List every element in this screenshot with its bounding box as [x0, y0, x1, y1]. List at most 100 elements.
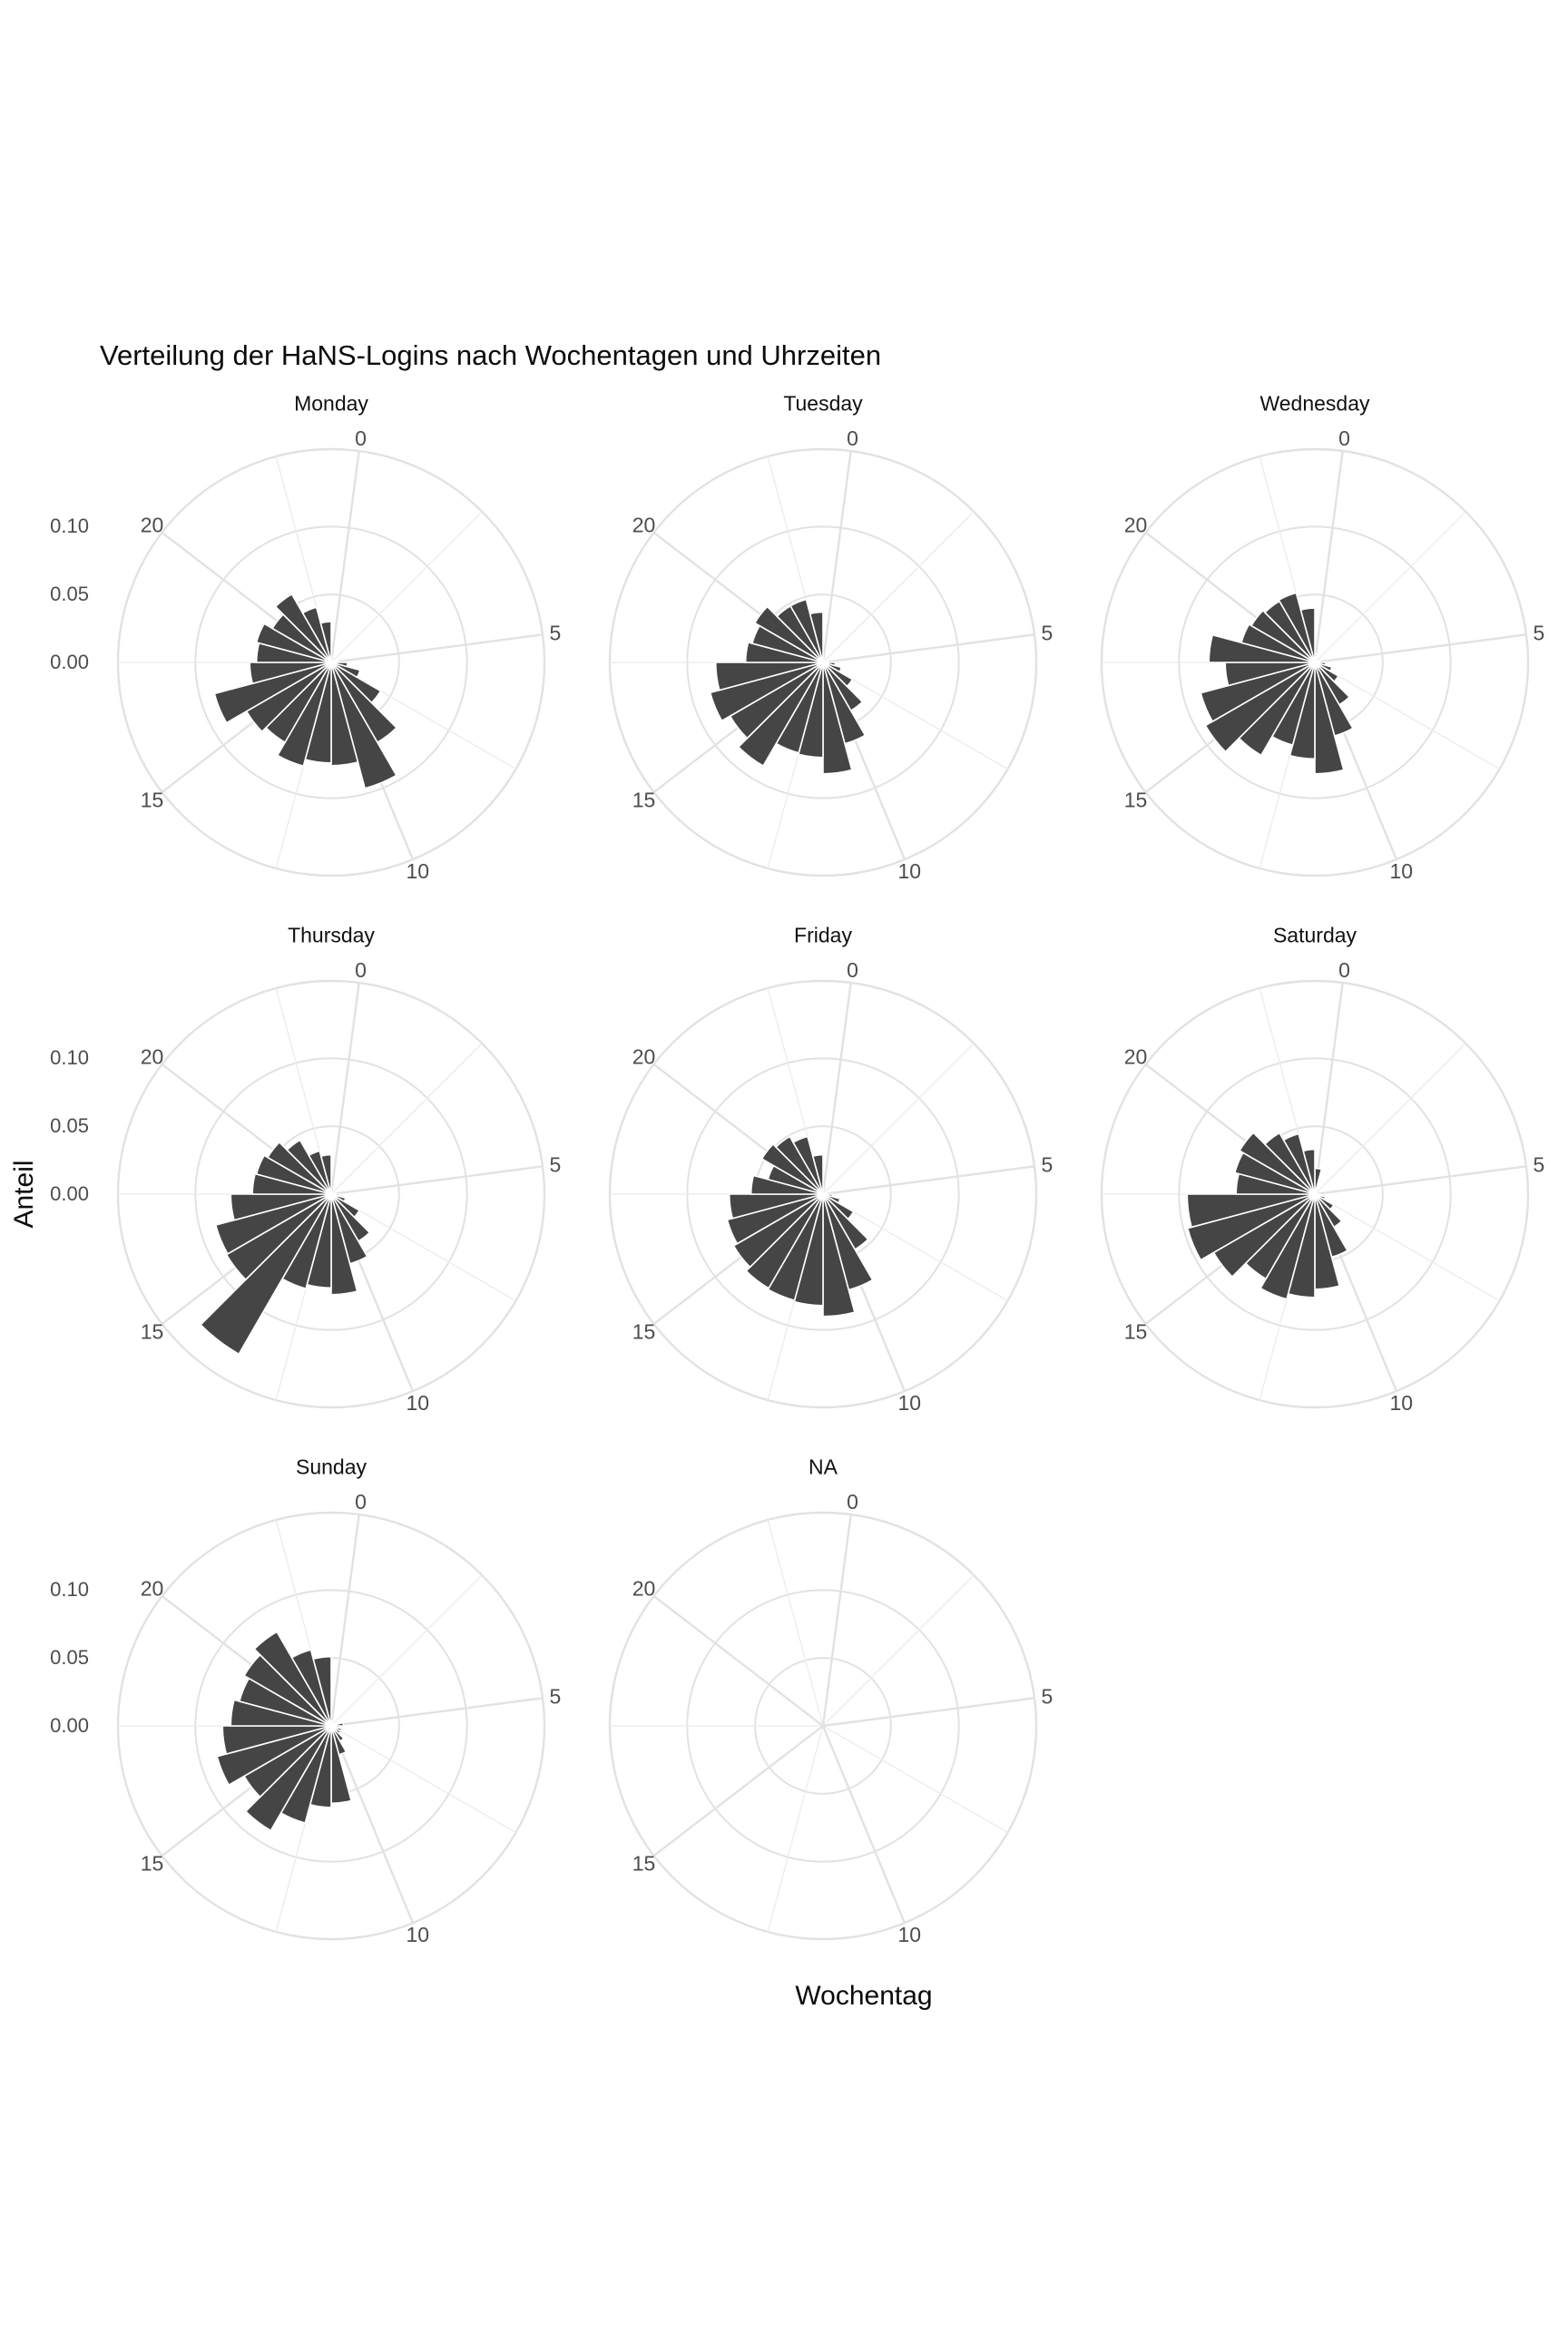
angular-gridline-major: [329, 982, 360, 1195]
hour-bar-20: [1238, 1132, 1316, 1195]
angular-gridline-major: [821, 1725, 906, 1924]
angular-gridline-minor: [1314, 1193, 1500, 1302]
facet-title-saturday: Saturday: [1272, 923, 1357, 947]
angular-gridline-major: [822, 1165, 1035, 1196]
hour-tick-label: 5: [1042, 622, 1054, 645]
hour-bar-20: [266, 1141, 332, 1195]
angular-gridline-minor: [1314, 511, 1466, 663]
hour-tick-label: 20: [141, 513, 164, 536]
hour-bar-13: [1259, 1193, 1316, 1300]
hour-bar-17: [230, 1193, 332, 1221]
hour-tick-label: 0: [847, 1490, 858, 1514]
angular-gridline-minor: [822, 1725, 1008, 1834]
facet-title-tuesday: Tuesday: [783, 391, 863, 416]
hour-tick-label: 5: [1534, 622, 1545, 645]
hour-tick-label: 0: [1338, 958, 1350, 982]
hour-tick-label: 5: [1042, 1153, 1054, 1177]
angular-gridline-major: [822, 1697, 1035, 1728]
hour-bar-16: [709, 662, 824, 722]
hour-bar-17: [1186, 1193, 1316, 1229]
hour-tick-label: 20: [141, 1044, 164, 1068]
hour-bar-14: [737, 662, 824, 768]
angular-gridline-minor: [822, 1043, 975, 1195]
hour-tick-label: 0: [355, 958, 367, 982]
hour-bar-22: [1278, 592, 1316, 663]
facet-panel-thursday: 0 5 10 15 20: [116, 958, 562, 1415]
hour-tick-label: 5: [550, 622, 562, 645]
hour-bar-16: [214, 1193, 332, 1255]
angular-gridline-minor: [822, 511, 975, 663]
hour-tick-label: 10: [898, 1391, 922, 1415]
hour-tick-label: 5: [550, 1153, 562, 1177]
hour-tick-label: 15: [1124, 789, 1148, 812]
hour-tick-label: 10: [898, 1923, 922, 1946]
facet-panel-tuesday: 0 5 10 15 20: [608, 426, 1054, 883]
hour-bar-23: [1302, 1148, 1316, 1195]
hour-bar-21: [1263, 1132, 1316, 1195]
hour-tick-label: 0: [847, 958, 858, 982]
angular-gridline-major: [821, 450, 852, 663]
radial-tick-label: 0.05: [50, 1646, 89, 1670]
hour-bar-10: [330, 662, 397, 789]
angular-gridline-minor: [330, 1193, 516, 1302]
hour-tick-label: 0: [847, 426, 858, 450]
hour-bar-15: [1204, 662, 1316, 753]
angular-gridline-major: [822, 633, 1035, 664]
hour-tick-label: 15: [632, 789, 656, 812]
hour-bar-23: [319, 1153, 332, 1195]
angular-gridline-major: [652, 1725, 824, 1857]
hour-bar-13: [276, 662, 332, 768]
hour-tick-label: 10: [1390, 1391, 1414, 1415]
hour-bar-16: [1186, 1193, 1316, 1261]
hour-tick-label: 20: [141, 1576, 164, 1600]
hour-bar-22: [791, 1135, 824, 1195]
hour-bar-22: [308, 1150, 332, 1195]
hour-bar-22: [789, 598, 824, 663]
facet-title-friday: Friday: [794, 923, 852, 947]
angular-gridline-major: [652, 1594, 824, 1727]
angular-gridline-minor: [822, 1574, 975, 1727]
hour-bar-16: [213, 662, 332, 724]
angular-gridline-major: [329, 1514, 360, 1727]
hour-bar-21: [775, 1135, 824, 1195]
hour-tick-label: 15: [1124, 1320, 1148, 1344]
hour-tick-label: 10: [407, 1923, 430, 1946]
hour-bar-23: [319, 621, 332, 663]
angular-gridline-minor: [330, 1574, 483, 1727]
hour-bar-23: [811, 1153, 824, 1195]
hour-bar-22: [290, 1649, 332, 1727]
angular-gridline-minor: [767, 1519, 824, 1727]
hour-bar-11: [1314, 662, 1345, 775]
hour-tick-label: 10: [407, 859, 430, 883]
angular-gridline-major: [330, 633, 544, 664]
facet-panel-wednesday: 0 5 10 15 20: [1100, 426, 1545, 883]
hour-bar-5: [330, 1721, 345, 1727]
radial-tick-label: 0.00: [50, 651, 89, 673]
hour-tick-label: 15: [141, 1852, 164, 1876]
hour-tick-label: 0: [1338, 426, 1350, 450]
radial-tick-label: 0.10: [50, 1046, 89, 1070]
hour-tick-label: 20: [1124, 513, 1148, 536]
hour-tick-label: 15: [632, 1852, 656, 1876]
angular-gridline-major: [1313, 982, 1344, 1195]
facet-panel-saturday: 0 5 10 15 20: [1100, 958, 1545, 1415]
hour-bar-13: [767, 1193, 824, 1302]
angular-gridline-minor: [767, 1725, 824, 1933]
angular-gridline-minor: [330, 511, 483, 663]
hour-tick-label: 10: [407, 1391, 430, 1415]
hour-tick-label: 10: [898, 859, 922, 883]
radial-tick-label: 0.05: [50, 1114, 89, 1138]
hour-tick-label: 15: [141, 1320, 164, 1344]
hour-tick-label: 0: [355, 426, 367, 450]
angular-gridline-major: [330, 1697, 544, 1728]
angular-gridline-minor: [822, 662, 1008, 770]
hour-bar-16: [726, 1193, 824, 1245]
hour-bar-22: [1282, 1132, 1316, 1195]
hour-tick-label: 5: [550, 1685, 562, 1709]
hour-tick-label: 20: [632, 1044, 656, 1068]
hour-tick-label: 5: [1534, 1153, 1545, 1177]
hour-bar-19: [255, 1154, 332, 1195]
angular-gridline-major: [329, 1725, 415, 1924]
hour-bar-11: [330, 1193, 358, 1296]
